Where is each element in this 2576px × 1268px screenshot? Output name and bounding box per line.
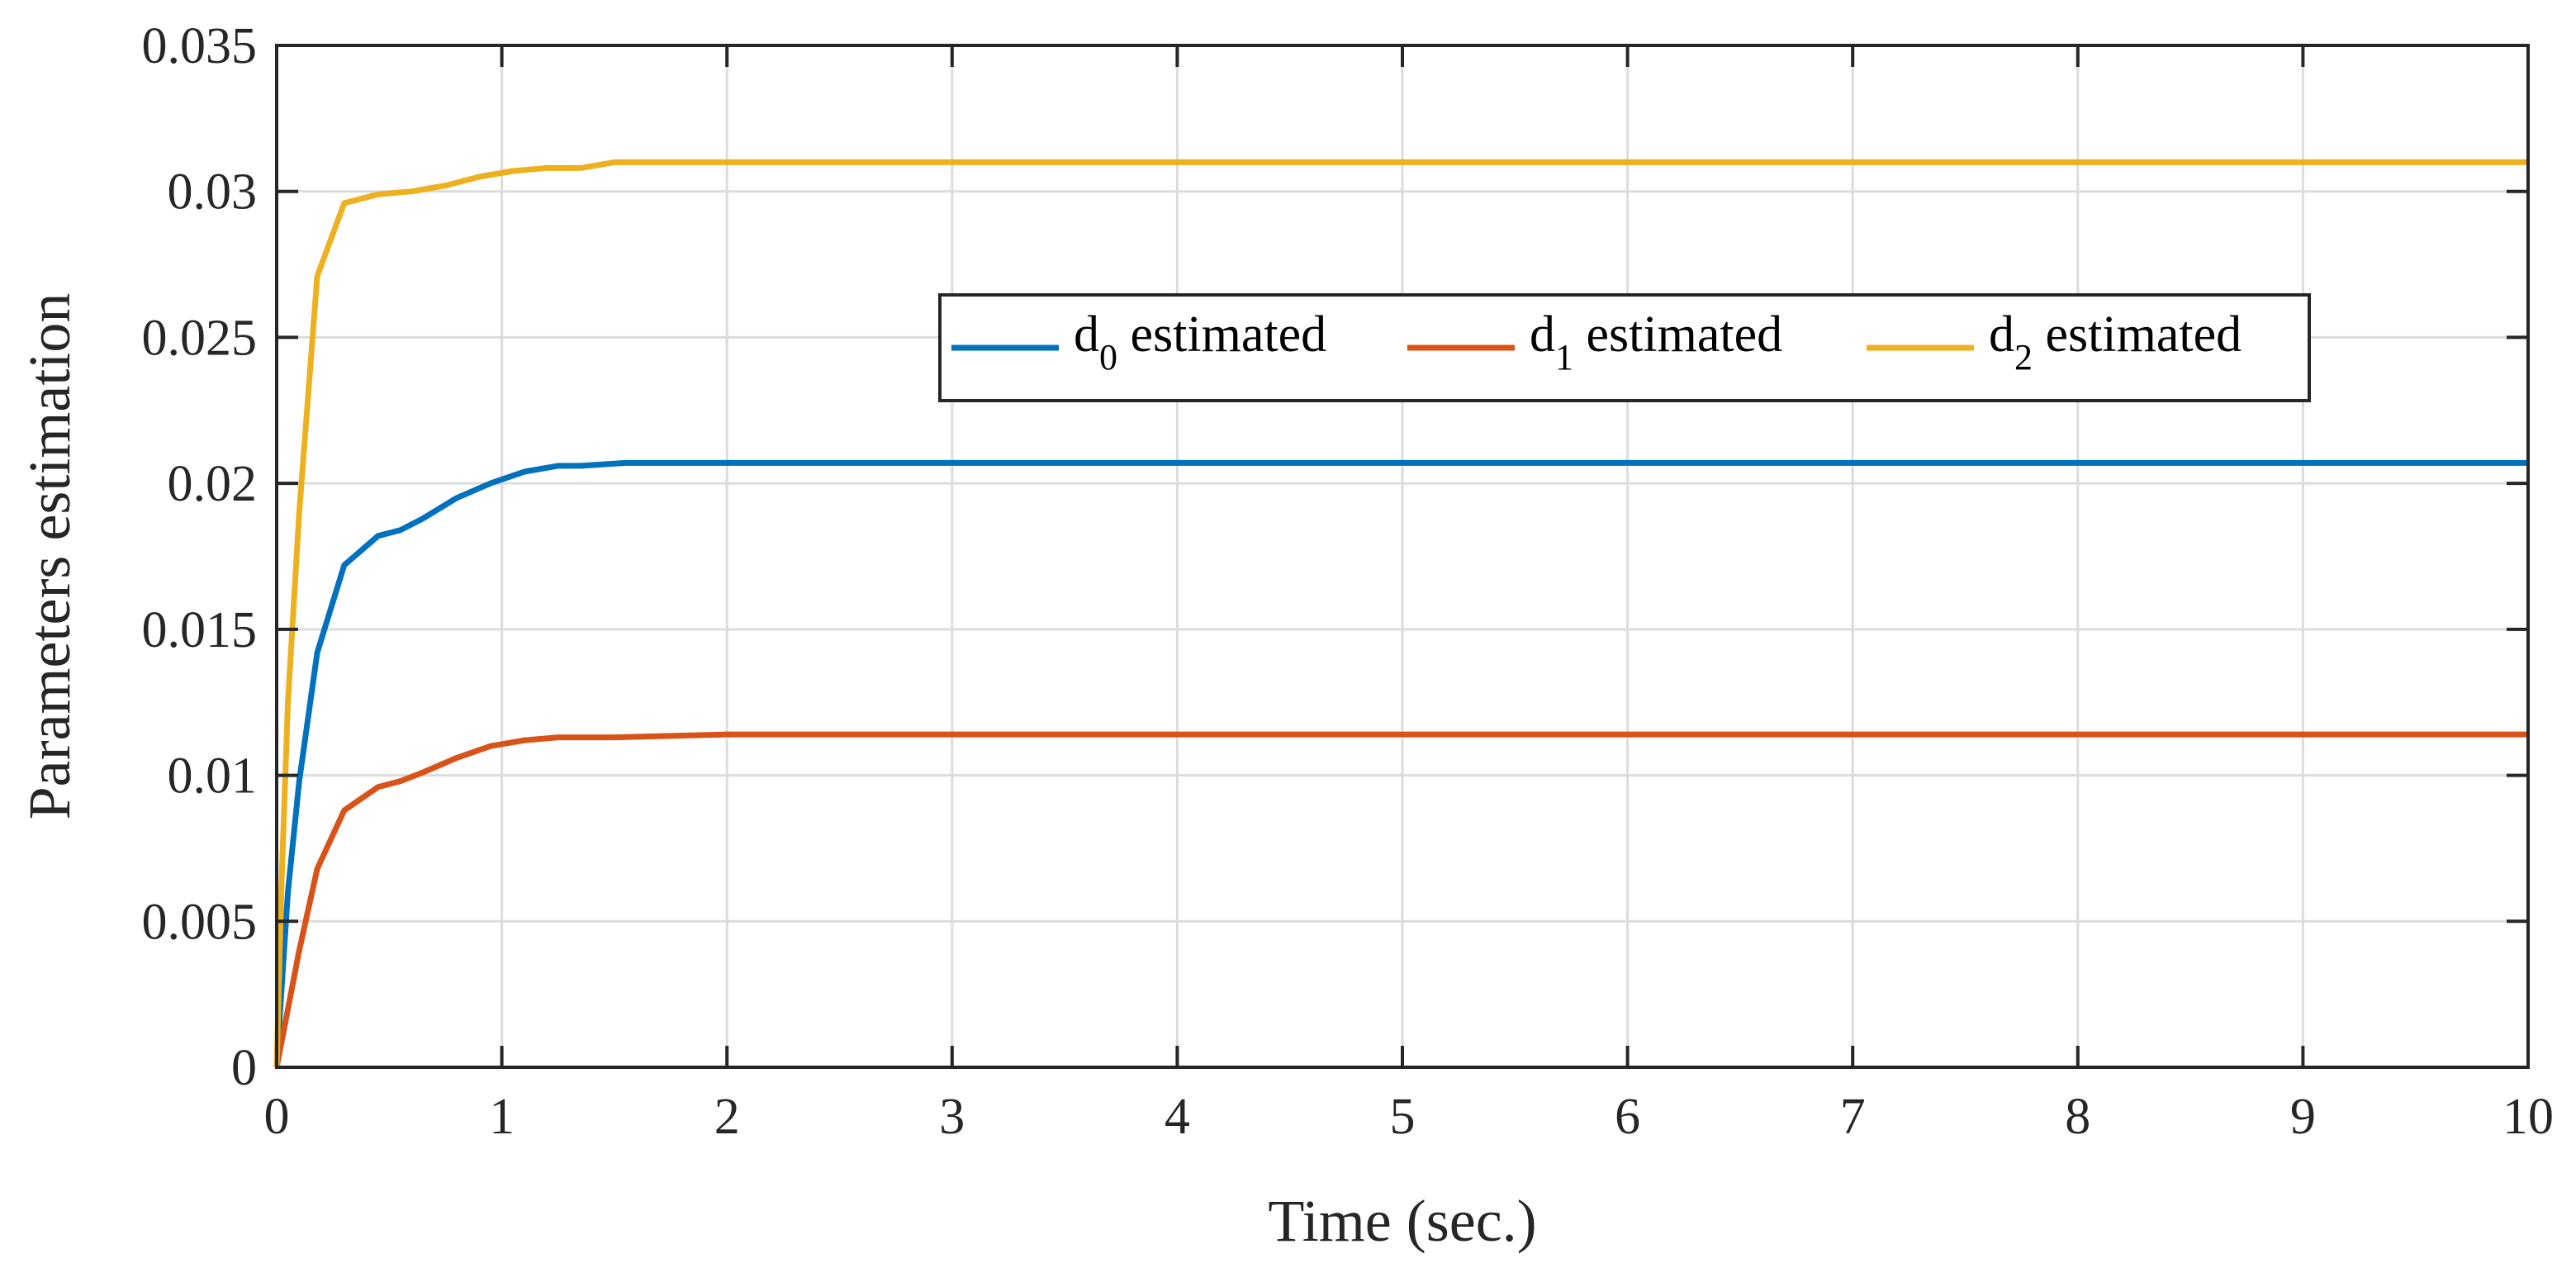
- legend-label-d0: d0 estimated: [1074, 306, 1326, 378]
- y-tick-label: 0.02: [168, 456, 258, 512]
- y-tick-label: 0.035: [142, 18, 258, 74]
- legend-label-main: d: [1989, 306, 2014, 363]
- x-tick-label: 1: [489, 1089, 515, 1145]
- x-tick-label: 0: [264, 1089, 290, 1145]
- x-tick-label: 6: [1615, 1089, 1640, 1145]
- x-axis-label: Time (sec.): [1268, 1188, 1536, 1254]
- y-tick-label: 0.015: [142, 602, 258, 658]
- legend-box: [938, 293, 2311, 402]
- legend-label-subscript: 0: [1099, 337, 1117, 378]
- legend-label-main: d: [1530, 306, 1555, 363]
- x-tick-label: 10: [2502, 1089, 2554, 1145]
- series-line-d1: [273, 731, 2528, 1068]
- y-tick-label: 0.005: [142, 894, 258, 950]
- series-line-d2: [273, 159, 2528, 1068]
- legend-label-rest: estimated: [2033, 306, 2242, 363]
- legend-label-rest: estimated: [1117, 306, 1326, 363]
- ticks: [275, 44, 2530, 1069]
- y-axis-label: Parameters estimation: [17, 293, 83, 820]
- y-tick-label: 0.03: [168, 164, 258, 221]
- legend-label-d1: d1 estimated: [1530, 306, 1782, 378]
- legend: d0 estimated d1 estimated d2 estimated: [938, 293, 2311, 402]
- x-tick-label: 3: [939, 1089, 965, 1145]
- x-tick-label: 2: [714, 1089, 740, 1145]
- legend-label-subscript: 1: [1555, 337, 1573, 378]
- x-tick-label: 8: [2065, 1089, 2090, 1145]
- x-tick-label: 9: [2290, 1089, 2316, 1145]
- x-tick-label: 7: [1840, 1089, 1866, 1145]
- y-tick-labels: 0 0.005 0.01 0.015 0.02 0.025 0.03 0.035: [142, 18, 258, 1096]
- x-tick-label: 5: [1390, 1089, 1416, 1145]
- x-tick-labels: 0 1 2 3 4 5 6 7 8 9 10: [264, 1089, 2555, 1145]
- legend-label-subscript: 2: [2014, 337, 2033, 378]
- legend-label-d2: d2 estimated: [1989, 306, 2242, 378]
- legend-label-main: d: [1074, 306, 1099, 363]
- legend-label-rest: estimated: [1573, 306, 1782, 363]
- series-line-d0: [273, 459, 2528, 1068]
- y-tick-label: 0.025: [142, 310, 258, 366]
- x-tick-label: 4: [1165, 1089, 1190, 1145]
- y-tick-label: 0.01: [168, 748, 258, 805]
- y-tick-label: 0: [231, 1040, 257, 1096]
- series-group: [273, 159, 2528, 1068]
